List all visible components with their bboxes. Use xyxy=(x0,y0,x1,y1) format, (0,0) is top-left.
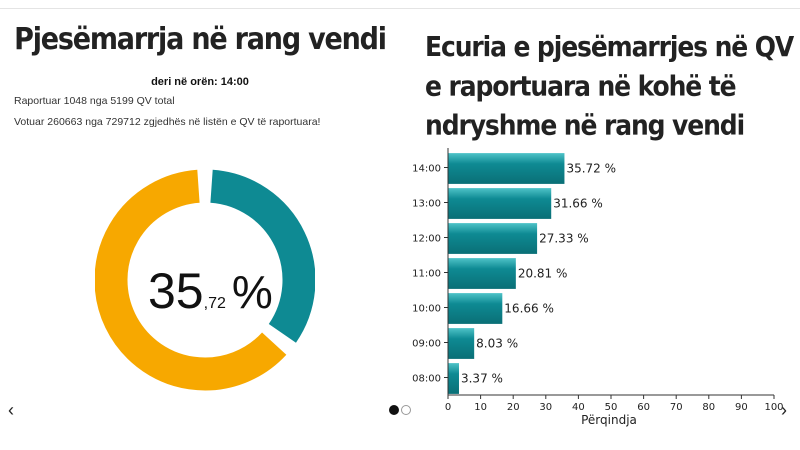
carousel-dot-2[interactable] xyxy=(401,405,411,415)
reporting-time-subtitle: deri në orën: 14:00 xyxy=(151,76,249,88)
turnout-donut-gauge xyxy=(95,169,315,391)
x-tick-label: 30 xyxy=(539,402,552,413)
carousel-prev-arrow[interactable]: ‹ xyxy=(8,400,14,420)
bar-1300 xyxy=(448,188,552,219)
reported-stations-text: Raportuar 1048 nga 5199 QV total xyxy=(14,95,175,107)
turnout-percent-sign: % xyxy=(231,266,273,318)
x-tick-label: 70 xyxy=(670,402,683,413)
x-tick-label: 90 xyxy=(735,402,748,413)
y-tick-label: 08:00 xyxy=(412,374,441,385)
donut-remaining-arc xyxy=(95,169,287,391)
bar-0800 xyxy=(448,363,459,394)
voted-count-text: Votuar 260663 nga 729712 zgjedhës në lis… xyxy=(14,116,321,128)
bar-1100 xyxy=(448,258,516,289)
y-tick-label: 12:00 xyxy=(412,234,441,245)
turnout-decimals: ,72 xyxy=(203,295,226,312)
turnout-big-value: 35,72% xyxy=(148,262,273,320)
right-panel-title: Ecuria e pjesëmarrjes në QV e raportuara… xyxy=(425,30,794,142)
bar-value-label: 31.66 % xyxy=(553,197,603,211)
bar-value-label: 16.66 % xyxy=(504,302,554,316)
x-tick-label: 80 xyxy=(702,402,715,413)
turnout-bar-chart: 14:00 35.72 % 13:00 31.66 % 12:00 27.33 % 11:0… xyxy=(412,148,784,427)
x-tick-label: 0 xyxy=(445,402,451,413)
x-tick-label: 10 xyxy=(474,402,487,413)
top-divider xyxy=(0,8,800,9)
x-tick-label: 40 xyxy=(572,402,585,413)
y-tick-label: 10:00 xyxy=(412,304,441,315)
bar-1400 xyxy=(448,153,565,184)
bar-value-label: 8.03 % xyxy=(476,337,518,351)
y-tick-label: 13:00 xyxy=(412,199,441,210)
bar-value-label: 3.37 % xyxy=(461,372,503,386)
turnout-integer: 35 xyxy=(148,263,204,319)
carousel-dots xyxy=(389,405,411,415)
bar-value-label: 27.33 % xyxy=(539,232,589,246)
y-tick-label: 14:00 xyxy=(412,164,441,175)
bar-value-label: 35.72 % xyxy=(566,162,616,176)
x-tick-label: 60 xyxy=(637,402,650,413)
bar-value-label: 20.81 % xyxy=(518,267,568,281)
carousel-next-arrow[interactable]: › xyxy=(781,400,787,420)
y-tick-label: 09:00 xyxy=(412,339,441,350)
x-tick-label: 50 xyxy=(605,402,618,413)
bar-1200 xyxy=(448,223,538,254)
x-tick-label: 20 xyxy=(507,402,520,413)
bar-0900 xyxy=(448,328,475,359)
bar-1000 xyxy=(448,293,503,324)
donut-turnout-arc xyxy=(209,169,315,343)
left-panel-title: Pjesëmarrja në rang vendi xyxy=(14,22,387,57)
carousel-dot-1[interactable] xyxy=(389,405,399,415)
x-axis-label: Përqindja xyxy=(581,413,637,427)
x-tick-label: 100 xyxy=(764,402,783,413)
y-tick-label: 11:00 xyxy=(412,269,441,280)
